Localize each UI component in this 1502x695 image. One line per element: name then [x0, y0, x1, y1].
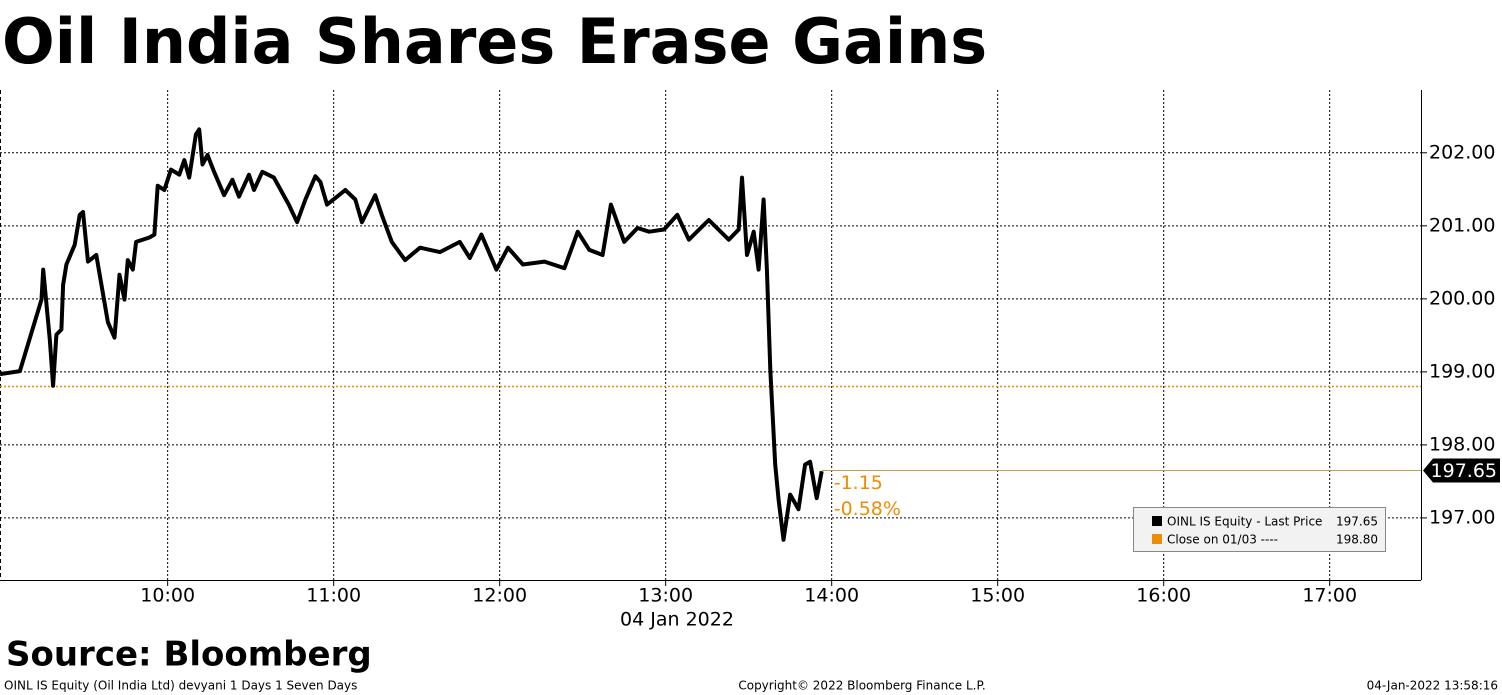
- legend-value: 197.65: [1336, 515, 1378, 529]
- x-tick-label: 17:00: [1302, 585, 1357, 607]
- y-tick-label: 199.00: [1429, 360, 1495, 382]
- legend-label: Close on 01/03 ----: [1167, 533, 1278, 547]
- last-price-label: 197.65: [1431, 460, 1497, 482]
- footer-center: Copyright© 2022 Bloomberg Finance L.P.: [738, 679, 985, 693]
- footer-left: OINL IS Equity (Oil India Ltd) devyani 1…: [4, 679, 357, 693]
- x-tick-label: 13:00: [638, 585, 693, 607]
- x-tick-label: 10:00: [140, 585, 195, 607]
- legend-box: [1133, 507, 1386, 552]
- price-line: [0, 127, 824, 542]
- change-annotation: -0.58%: [834, 498, 901, 520]
- source: Source: Bloomberg: [6, 635, 372, 675]
- x-tick-label: 12:00: [472, 585, 527, 607]
- y-tick-label: 197.00: [1429, 506, 1495, 528]
- chart-title: Oil India Shares Erase Gains: [2, 5, 987, 78]
- legend-value: 198.80: [1336, 533, 1378, 547]
- legend-swatch: [1152, 534, 1162, 544]
- x-tick-label: 16:00: [1136, 585, 1191, 607]
- y-tick-label: 201.00: [1429, 214, 1495, 236]
- last-price-box: [1423, 458, 1500, 483]
- x-axis-label: 04 Jan 2022: [620, 609, 734, 631]
- y-tick-label: 198.00: [1429, 433, 1495, 455]
- change-annotation: -1.15: [834, 472, 883, 494]
- x-tick-label: 14:00: [804, 585, 859, 607]
- legend-swatch: [1152, 516, 1162, 526]
- y-tick-label: 202.00: [1429, 141, 1495, 163]
- x-tick-label: 15:00: [970, 585, 1025, 607]
- legend-label: OINL IS Equity - Last Price: [1167, 515, 1322, 529]
- y-tick-label: 200.00: [1429, 287, 1495, 309]
- footer-right: 04-Jan-2022 13:58:16: [1367, 679, 1498, 693]
- x-tick-label: 11:00: [306, 585, 361, 607]
